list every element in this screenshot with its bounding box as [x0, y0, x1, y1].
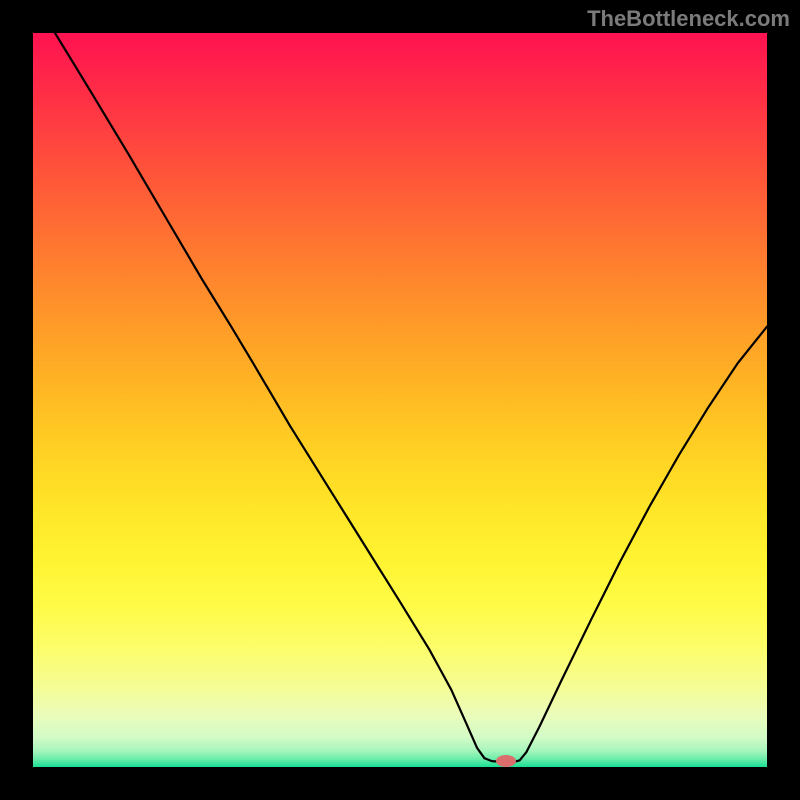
optimum-marker-svg [496, 755, 516, 767]
watermark-text: TheBottleneck.com [587, 6, 790, 32]
stage: TheBottleneck.com [0, 0, 800, 800]
plot-svg [33, 33, 767, 767]
plot-background [33, 33, 767, 767]
optimum-marker-ellipse [496, 755, 516, 767]
optimum-marker [496, 755, 516, 767]
plot-area [33, 33, 767, 767]
